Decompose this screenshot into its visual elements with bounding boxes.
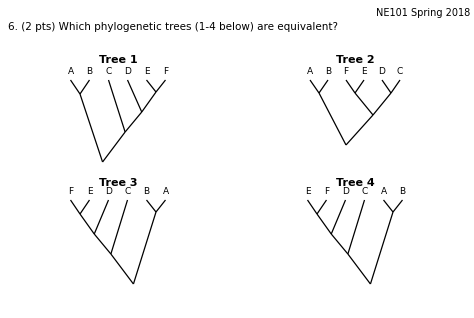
Text: C: C (124, 187, 131, 196)
Text: Tree 1: Tree 1 (99, 55, 137, 65)
Text: B: B (144, 187, 150, 196)
Text: E: E (361, 67, 367, 76)
Text: E: E (87, 187, 92, 196)
Text: E: E (305, 187, 310, 196)
Text: C: C (397, 67, 403, 76)
Text: A: A (163, 187, 169, 196)
Text: C: C (105, 67, 111, 76)
Text: E: E (144, 67, 149, 76)
Text: Tree 3: Tree 3 (99, 178, 137, 188)
Text: D: D (342, 187, 349, 196)
Text: B: B (400, 187, 406, 196)
Text: D: D (124, 67, 131, 76)
Text: B: B (325, 67, 331, 76)
Text: Tree 2: Tree 2 (336, 55, 374, 65)
Text: A: A (381, 187, 387, 196)
Text: C: C (361, 187, 368, 196)
Text: F: F (324, 187, 329, 196)
Text: A: A (307, 67, 313, 76)
Text: D: D (105, 187, 112, 196)
Text: A: A (67, 67, 73, 76)
Text: NE101 Spring 2018: NE101 Spring 2018 (376, 8, 470, 18)
Text: D: D (379, 67, 385, 76)
Text: 6. (2 pts) Which phylogenetic trees (1-4 below) are equivalent?: 6. (2 pts) Which phylogenetic trees (1-4… (8, 22, 338, 32)
Text: F: F (163, 67, 168, 76)
Text: B: B (86, 67, 92, 76)
Text: Tree 4: Tree 4 (336, 178, 374, 188)
Text: F: F (68, 187, 73, 196)
Text: F: F (344, 67, 348, 76)
